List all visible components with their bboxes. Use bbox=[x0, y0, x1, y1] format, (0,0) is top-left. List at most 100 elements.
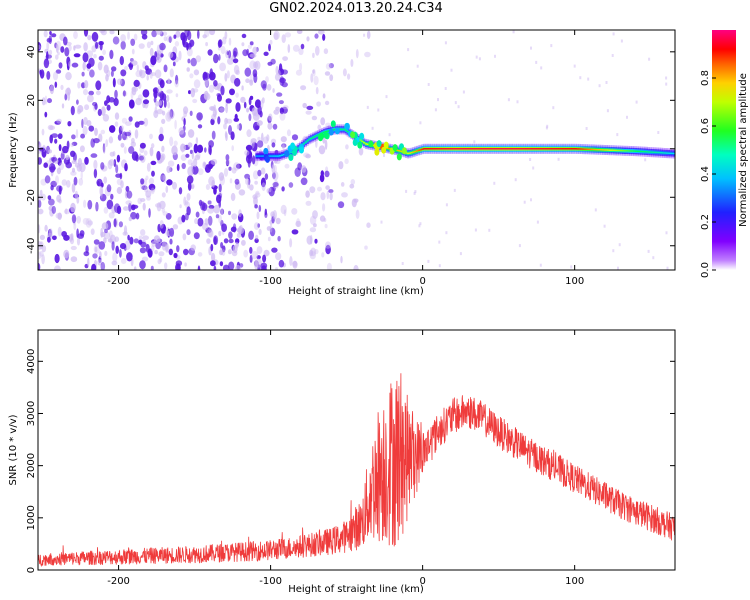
noise-blob bbox=[310, 247, 317, 257]
ridge-cell bbox=[361, 140, 364, 143]
ridge-cell bbox=[627, 150, 630, 152]
noise-blob bbox=[112, 252, 118, 263]
noise-speck bbox=[665, 82, 668, 86]
noise-blob bbox=[251, 155, 256, 165]
noise-blob bbox=[300, 85, 307, 91]
noise-blob bbox=[241, 42, 245, 47]
noise-blob bbox=[134, 129, 139, 139]
noise-blob bbox=[225, 98, 232, 104]
noise-blob bbox=[176, 245, 180, 253]
noise-blob bbox=[156, 55, 162, 63]
noise-blob bbox=[255, 190, 260, 196]
noise-blob bbox=[189, 110, 193, 117]
ridge-cell bbox=[660, 152, 663, 154]
ridge-cell bbox=[671, 152, 674, 155]
noise-blob bbox=[203, 72, 210, 80]
noise-blob bbox=[125, 200, 132, 205]
noise-blob bbox=[38, 251, 42, 259]
noise-blob bbox=[213, 235, 219, 246]
noise-blob bbox=[106, 184, 112, 193]
noise-blob bbox=[254, 192, 261, 198]
ridge-cell bbox=[598, 149, 601, 151]
noise-blob bbox=[214, 108, 218, 116]
noise-blob bbox=[366, 30, 371, 40]
noise-blob bbox=[46, 41, 50, 51]
noise-blob bbox=[145, 243, 150, 253]
noise-blob bbox=[93, 54, 97, 59]
noise-blob bbox=[133, 238, 139, 244]
noise-blob bbox=[355, 49, 359, 59]
ridge-cell bbox=[408, 152, 411, 154]
noise-blob bbox=[92, 253, 98, 259]
noise-blob bbox=[131, 204, 139, 209]
noise-blob bbox=[160, 173, 166, 183]
noise-blob bbox=[325, 185, 330, 191]
noise-blob bbox=[277, 235, 281, 242]
noise-blob bbox=[186, 67, 190, 72]
noise-speck bbox=[635, 100, 638, 104]
noise-blob bbox=[54, 120, 61, 125]
noise-blob bbox=[87, 94, 94, 103]
ridge-cell bbox=[492, 148, 495, 150]
ridge-cell bbox=[602, 149, 605, 151]
noise-blob bbox=[197, 252, 203, 257]
ridge-cell bbox=[618, 149, 621, 152]
noise-blob bbox=[186, 193, 191, 201]
noise-blob bbox=[225, 103, 229, 114]
noise-blob bbox=[234, 77, 241, 87]
noise-blob bbox=[91, 263, 97, 270]
noise-blob bbox=[275, 158, 281, 164]
noise-blob bbox=[188, 90, 191, 95]
noise-blob bbox=[82, 125, 88, 136]
ridge-cell bbox=[488, 148, 492, 150]
noise-blob bbox=[62, 145, 69, 154]
noise-blob bbox=[101, 106, 106, 116]
noise-blob bbox=[51, 205, 56, 214]
ridge-cell bbox=[302, 143, 305, 145]
noise-blob bbox=[128, 99, 135, 109]
noise-blob bbox=[98, 241, 106, 250]
snr-series bbox=[38, 373, 675, 568]
noise-blob bbox=[84, 104, 90, 111]
noise-blob bbox=[193, 79, 201, 89]
noise-blob bbox=[113, 97, 119, 107]
ridge-cell bbox=[642, 150, 645, 153]
ridge-blob bbox=[374, 148, 380, 156]
noise-blob bbox=[211, 252, 216, 262]
noise-blob bbox=[235, 102, 241, 112]
ridge-cell bbox=[366, 143, 369, 145]
noise-blob bbox=[93, 159, 98, 170]
noise-blob bbox=[133, 79, 140, 87]
noise-blob bbox=[151, 30, 157, 38]
noise-blob bbox=[197, 124, 203, 129]
noise-speck bbox=[514, 178, 517, 182]
noise-blob bbox=[91, 31, 99, 42]
ridge-cell bbox=[669, 152, 672, 154]
noise-speck bbox=[611, 54, 614, 57]
noise-blob bbox=[166, 35, 173, 43]
noise-blob bbox=[186, 47, 193, 57]
noise-blob bbox=[237, 226, 245, 235]
ridge-cell bbox=[530, 148, 534, 150]
noise-blob bbox=[263, 51, 269, 56]
noise-blob bbox=[103, 176, 108, 184]
ridge-cell bbox=[461, 148, 464, 150]
ridge-cell bbox=[476, 148, 479, 150]
noise-blob bbox=[61, 179, 67, 186]
ridge-cell bbox=[578, 148, 581, 150]
noise-blob bbox=[149, 47, 154, 57]
snr-line bbox=[38, 373, 675, 568]
noise-blob bbox=[148, 208, 151, 218]
noise-blob bbox=[205, 42, 209, 47]
noise-blob bbox=[312, 210, 318, 219]
ridge-cell bbox=[257, 155, 260, 157]
noise-blob bbox=[140, 30, 148, 36]
noise-blob bbox=[173, 140, 178, 147]
noise-blob bbox=[93, 168, 98, 179]
noise-blob bbox=[281, 34, 286, 43]
noise-blob bbox=[316, 101, 321, 107]
ridge-cell bbox=[603, 149, 607, 151]
noise-blob bbox=[155, 203, 162, 208]
noise-blob bbox=[70, 233, 74, 241]
ridge-cell bbox=[478, 148, 481, 150]
